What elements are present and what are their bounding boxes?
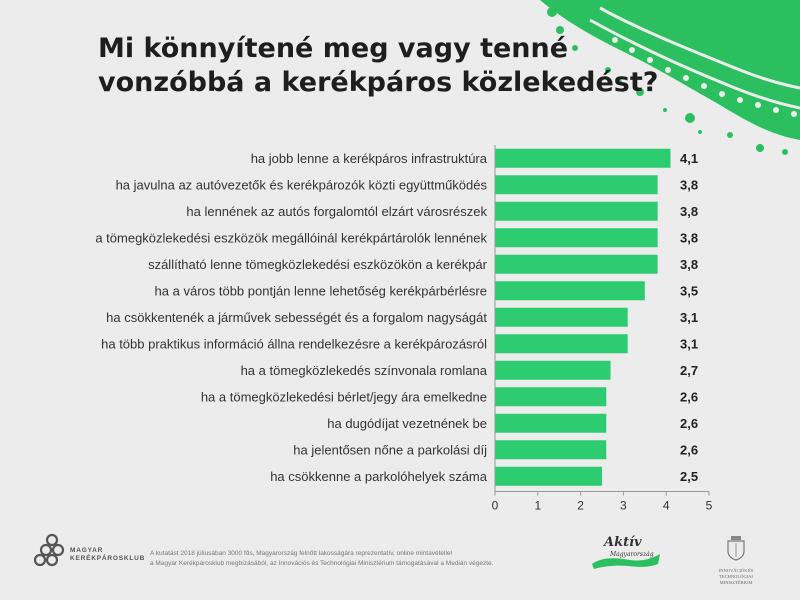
title-line-1: Mi könnyítené meg vagy tenné [98,33,569,64]
logo-line-2: KERÉKPÁROSKLUB [70,555,146,562]
x-tick-label: 1 [534,499,541,513]
bar [495,281,645,301]
value-label: 3,8 [680,230,698,245]
value-label: 2,6 [680,389,698,404]
x-axis: 0 1 2 3 4 5 [492,145,713,513]
x-tick-label: 4 [663,499,670,513]
survey-note: A kutatást 2018 júliusában 3000 fős, Mag… [150,549,580,569]
logo-line-1: MAGYAR [70,547,104,554]
bar [495,148,671,168]
x-tick-label: 2 [577,499,584,513]
bar [495,201,658,221]
category-label: ha több praktikus információ állna rende… [101,336,487,351]
kerekparosklub-logo-text: MAGYAR KERÉKPÁROSKLUB [70,547,150,563]
bars-layer [495,148,671,486]
bar [495,334,628,354]
survey-note-line-2: a Magyar Kerékpárosklub megbízásából, az… [150,560,494,567]
bar [495,228,658,248]
page-title: Mi könnyítené meg vagy tenné vonzóbbá a … [98,32,738,100]
survey-note-line-1: A kutatást 2018 júliusában 3000 fős, Mag… [150,550,452,557]
ministry-text: INNOVÁCIÓS ÉS TECHNOLÓGIAI MINISZTÉRIUM [706,568,766,586]
bar [495,387,607,407]
x-tick-label: 3 [620,499,627,513]
kerekparosklub-logo-icon [33,533,65,567]
bar [495,360,611,380]
value-label: 2,5 [680,469,698,484]
value-label: 2,6 [680,442,698,457]
aktiv-logo-subtitle: Magyarország [610,551,654,558]
category-label: ha jelentősen nőne a parkolási díj [293,442,487,457]
value-label: 3,1 [680,336,698,351]
bar [495,307,628,327]
category-label: ha dugódíjat vezetnének be [327,416,487,431]
bar [495,413,607,433]
coat-of-arms-icon [727,536,745,561]
ministry-line-2: MINISZTÉRIUM [719,580,753,585]
category-label: ha jobb lenne a kerékpáros infrastruktúr… [251,151,488,166]
bar [495,254,658,274]
value-label: 3,8 [680,257,698,272]
category-label: ha lennének az autós forgalomtól elzárt … [186,204,487,219]
x-tick-label: 0 [492,499,499,513]
category-label: ha a tömegközlekedési bérlet/jegy ára em… [201,389,487,404]
category-label: ha csökkenne a parkolóhelyek száma [270,469,488,484]
value-label: 4,1 [680,151,698,166]
x-tick-label: 5 [706,499,713,513]
category-label: a tömegközlekedési eszközök megállóinál … [95,230,487,245]
aktiv-logo-title: Aktív [604,535,642,550]
category-label: ha javulna az autóvezetők és kerékpározó… [116,177,488,192]
category-label: ha a város több pontján lenne lehetőség … [155,283,487,298]
value-label: 3,8 [680,177,698,192]
category-label: ha a tömegközlekedés színvonala romlana [241,363,488,378]
value-label: 3,1 [680,310,698,325]
value-label: 2,6 [680,416,698,431]
value-label: 3,5 [680,283,698,298]
category-label: ha csökkentenék a járművek sebességét és… [106,310,487,325]
title-line-2: vonzóbbá a kerékpáros közlekedést? [98,67,659,98]
bar-chart: ha jobb lenne a kerékpáros infrastruktúr… [95,145,713,513]
ministry-logo: INNOVÁCIÓS ÉS TECHNOLÓGIAI MINISZTÉRIUM [706,535,766,585]
bar [495,440,607,460]
aktiv-magyarorszag-logo-icon [592,554,660,569]
category-label: szállítható lenne tömegközlekedési eszkö… [148,257,488,272]
bar [495,466,602,486]
bar [495,175,658,195]
ministry-line-1: INNOVÁCIÓS ÉS TECHNOLÓGIAI [718,568,754,579]
value-label: 2,7 [680,363,698,378]
value-label: 3,8 [680,204,698,219]
category-labels-layer: ha jobb lenne a kerékpáros infrastruktúr… [95,151,487,484]
value-labels-layer: 4,1 3,8 3,8 3,8 3,8 3,5 3,1 3,1 2,7 2,6 2,6 2,6 2,5 [680,151,698,484]
